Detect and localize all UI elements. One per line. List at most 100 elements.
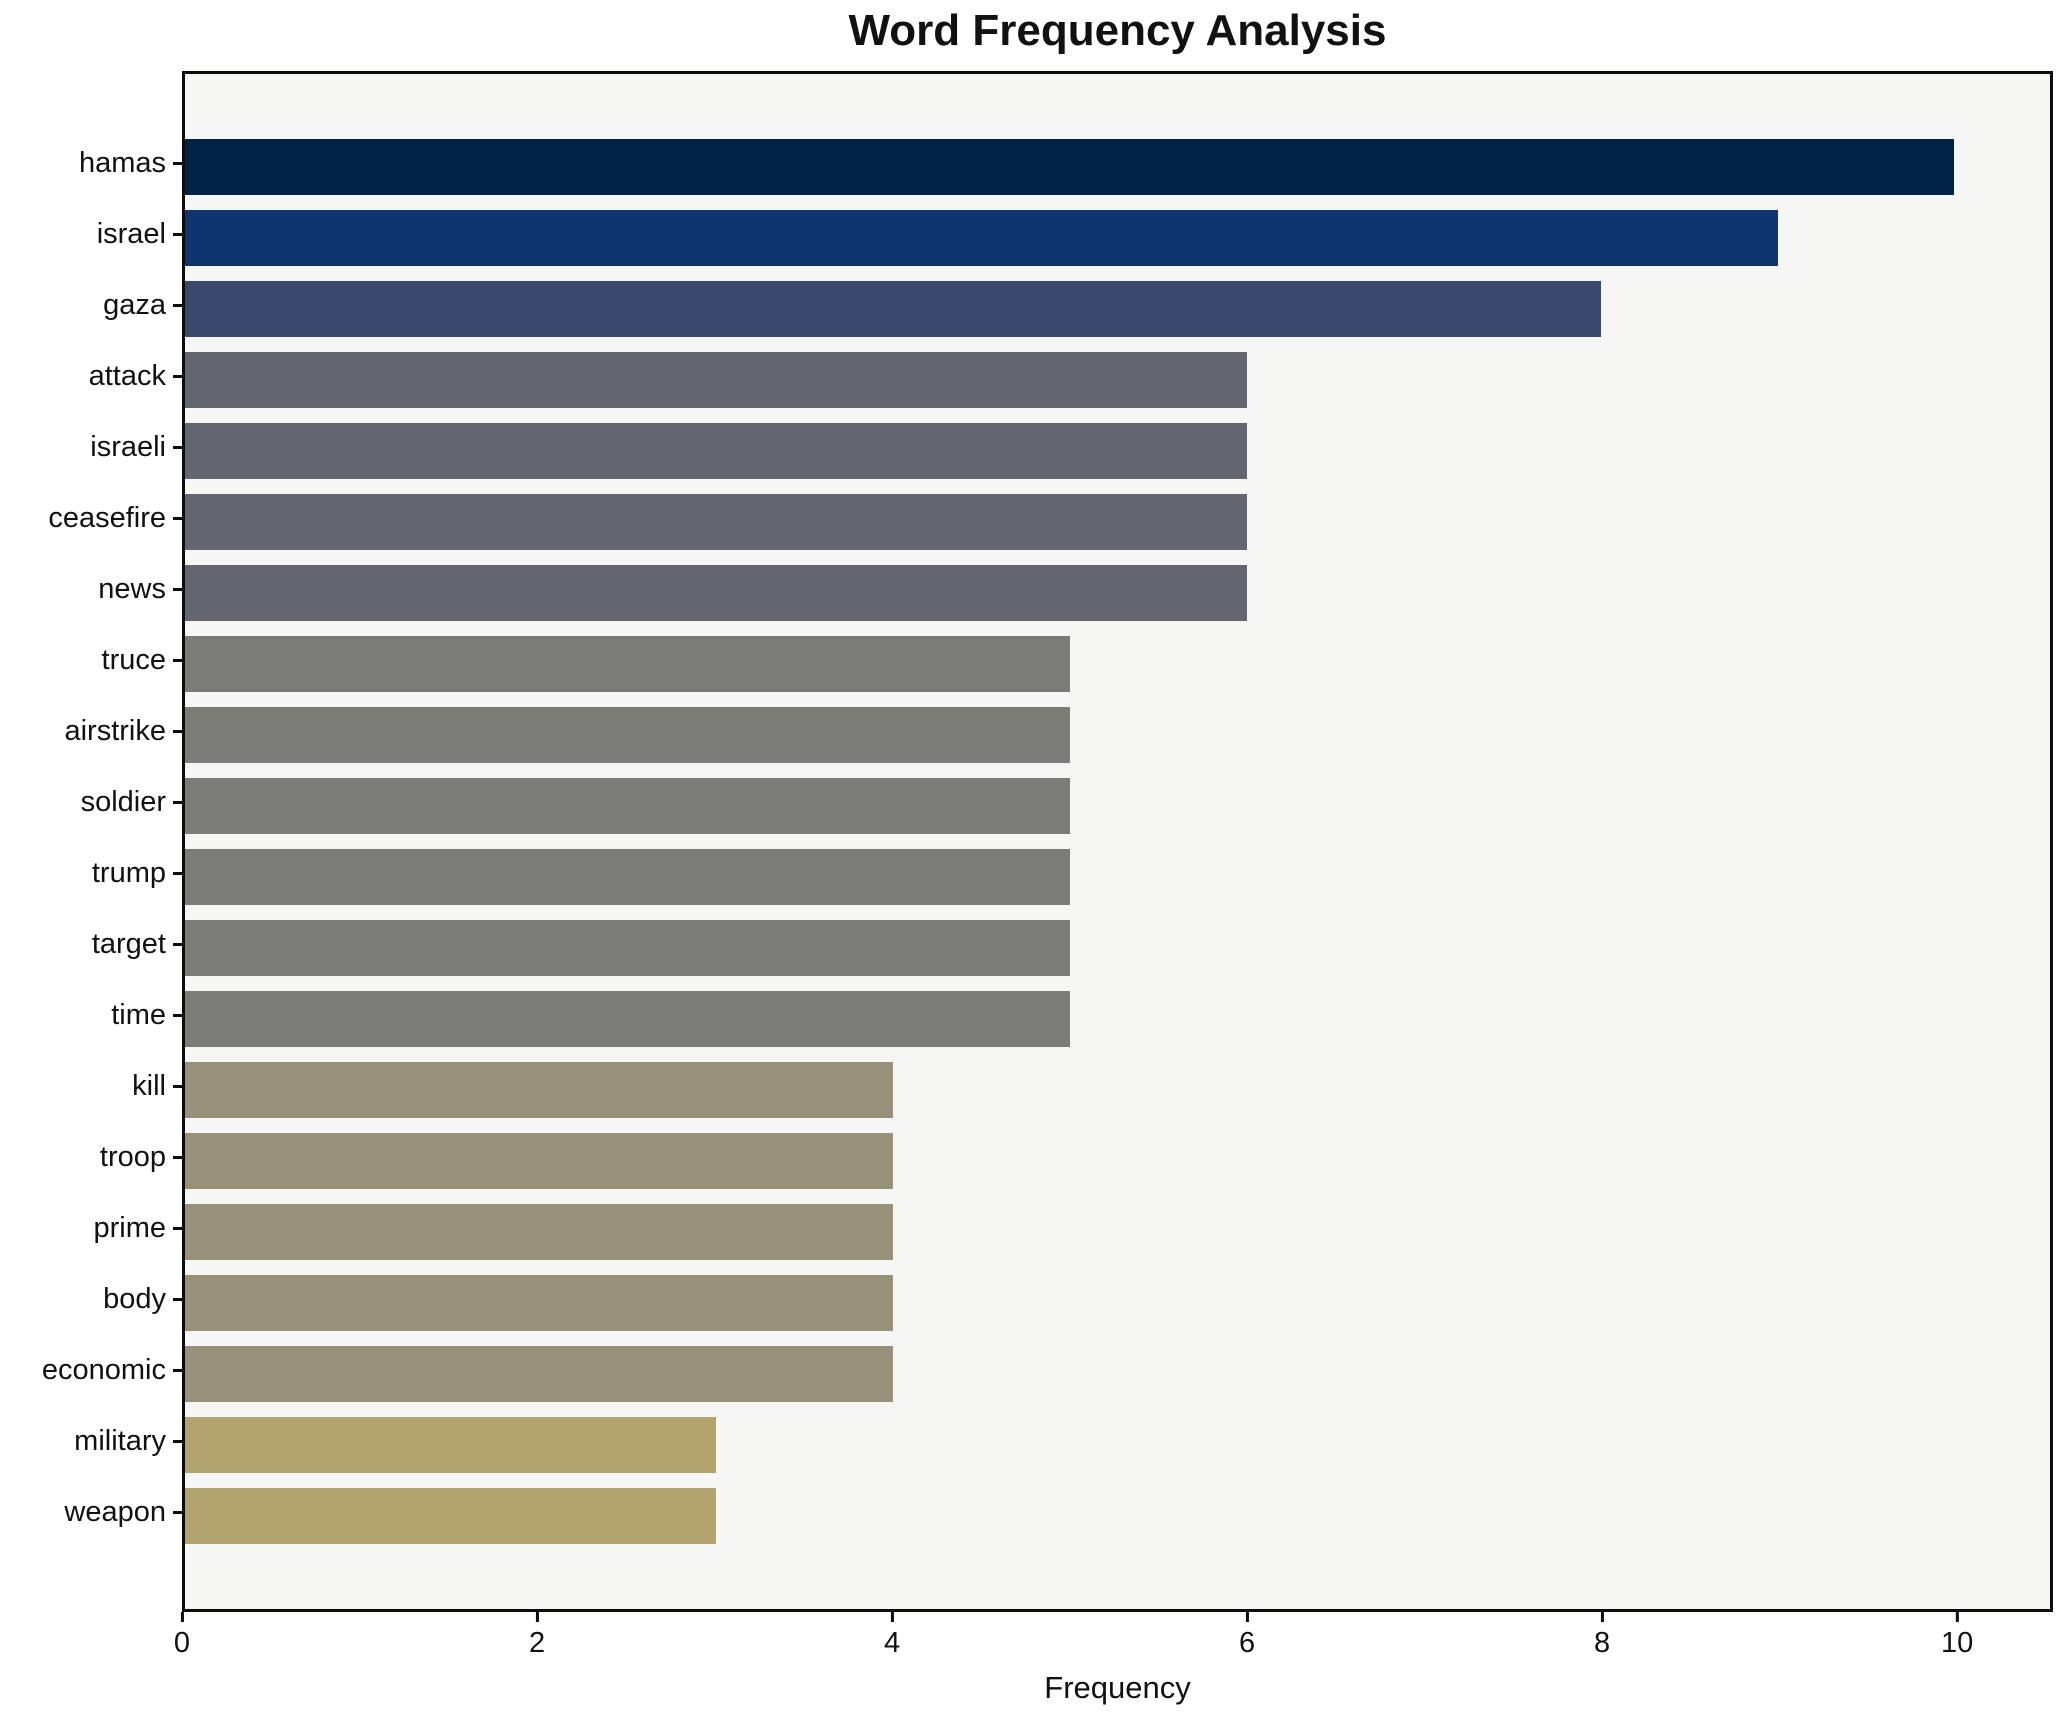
x-tick-mark <box>1955 1612 1959 1622</box>
bars-layer <box>185 74 2050 1609</box>
x-tick: 6 <box>1239 1612 1255 1660</box>
y-label-row: hamas <box>0 128 182 199</box>
bar-gaza <box>185 280 1601 337</box>
bar-body <box>185 1274 893 1331</box>
y-axis-label: airstrike <box>64 715 166 747</box>
bar-troop <box>185 1132 893 1189</box>
y-label-row: israeli <box>0 412 182 483</box>
x-tick-label: 6 <box>1239 1627 1256 1659</box>
y-label-row: truce <box>0 625 182 696</box>
x-tick-mark <box>1600 1612 1604 1622</box>
y-axis-label: attack <box>88 360 166 392</box>
y-label-row: troop <box>0 1122 182 1193</box>
y-axis-label: troop <box>99 1141 166 1173</box>
y-tick-mark <box>173 588 182 591</box>
bar-row <box>185 1196 2050 1267</box>
x-tick: 8 <box>1594 1612 1610 1660</box>
bar-row <box>185 131 2050 202</box>
y-tick-mark <box>173 1369 182 1372</box>
bar-ceasefire <box>185 493 1247 550</box>
x-tick-label: 10 <box>1941 1627 1974 1659</box>
bar-prime <box>185 1203 893 1260</box>
x-tick-label: 2 <box>528 1627 546 1659</box>
x-tick-mark <box>180 1612 184 1622</box>
y-tick-mark <box>173 517 182 520</box>
bar-truce <box>185 635 1070 692</box>
y-label-row: body <box>0 1264 182 1335</box>
bar-row <box>185 415 2050 486</box>
y-label-row: weapon <box>0 1477 182 1548</box>
y-label-row: kill <box>0 1051 182 1122</box>
y-tick-mark <box>173 730 182 733</box>
bar-economic <box>185 1345 893 1402</box>
y-tick-mark <box>173 162 182 165</box>
y-label-row: trump <box>0 838 182 909</box>
y-axis-label: kill <box>132 1070 166 1102</box>
bar-row <box>185 912 2050 983</box>
y-label-row: gaza <box>0 270 182 341</box>
y-label-row: news <box>0 554 182 625</box>
bar-row <box>185 1480 2050 1551</box>
bar-row <box>185 841 2050 912</box>
bar-airstrike <box>185 706 1070 763</box>
bar-israeli <box>185 422 1247 479</box>
y-axis-label: weapon <box>64 1496 166 1528</box>
y-tick-mark <box>173 1227 182 1230</box>
bar-row <box>185 699 2050 770</box>
bar-attack <box>185 351 1247 408</box>
x-tick-label: 4 <box>883 1627 901 1659</box>
x-tick-mark <box>1245 1612 1249 1622</box>
y-tick-mark <box>173 1440 182 1443</box>
bar-row <box>185 557 2050 628</box>
bar-target <box>185 919 1070 976</box>
y-tick-mark <box>173 1014 182 1017</box>
y-axis-label: body <box>103 1283 166 1315</box>
bar-time <box>185 990 1070 1047</box>
bar-news <box>185 564 1247 621</box>
bar-hamas <box>185 138 1955 195</box>
x-tick-label: 0 <box>173 1627 191 1659</box>
y-axis-label: israel <box>96 218 166 250</box>
y-tick-mark <box>173 446 182 449</box>
bar-row <box>185 344 2050 415</box>
bar-military <box>185 1416 716 1473</box>
x-tick-mark <box>535 1612 539 1622</box>
bar-row <box>185 1125 2050 1196</box>
x-tick: 4 <box>884 1612 900 1660</box>
x-tick-label: 8 <box>1594 1627 1611 1659</box>
y-axis-label: time <box>111 999 166 1031</box>
y-tick-mark <box>173 943 182 946</box>
bar-row <box>185 1267 2050 1338</box>
x-tick: 2 <box>529 1612 545 1660</box>
bar-israel <box>185 209 1778 266</box>
y-tick-mark <box>173 872 182 875</box>
y-tick-mark <box>173 1085 182 1088</box>
y-axis-label: hamas <box>78 147 166 179</box>
bar-row <box>185 273 2050 344</box>
bar-row <box>185 1409 2050 1480</box>
y-tick-mark <box>173 659 182 662</box>
bar-row <box>185 628 2050 699</box>
bar-row <box>185 202 2050 273</box>
y-tick-mark <box>173 304 182 307</box>
bar-row <box>185 1054 2050 1125</box>
y-tick-mark <box>173 375 182 378</box>
y-axis-labels: hamas israel gaza attack israeli ceasefire new… <box>0 71 182 1612</box>
y-axis-label: military <box>74 1425 166 1457</box>
y-label-row: time <box>0 980 182 1051</box>
y-tick-mark <box>173 1156 182 1159</box>
y-label-row: airstrike <box>0 696 182 767</box>
x-tick-mark <box>890 1612 894 1622</box>
x-axis: 0 2 4 6 8 10 <box>174 1612 2053 1670</box>
y-label-row: attack <box>0 341 182 412</box>
x-tick: 0 <box>174 1612 190 1660</box>
bar-row <box>185 1338 2050 1409</box>
y-axis-label: ceasefire <box>48 502 166 534</box>
y-label-row: prime <box>0 1193 182 1264</box>
bar-trump <box>185 848 1070 905</box>
x-axis-title: Frequency <box>1044 1670 1191 1705</box>
y-label-row: economic <box>0 1335 182 1406</box>
bar-row <box>185 983 2050 1054</box>
x-tick: 10 <box>1941 1612 1973 1660</box>
